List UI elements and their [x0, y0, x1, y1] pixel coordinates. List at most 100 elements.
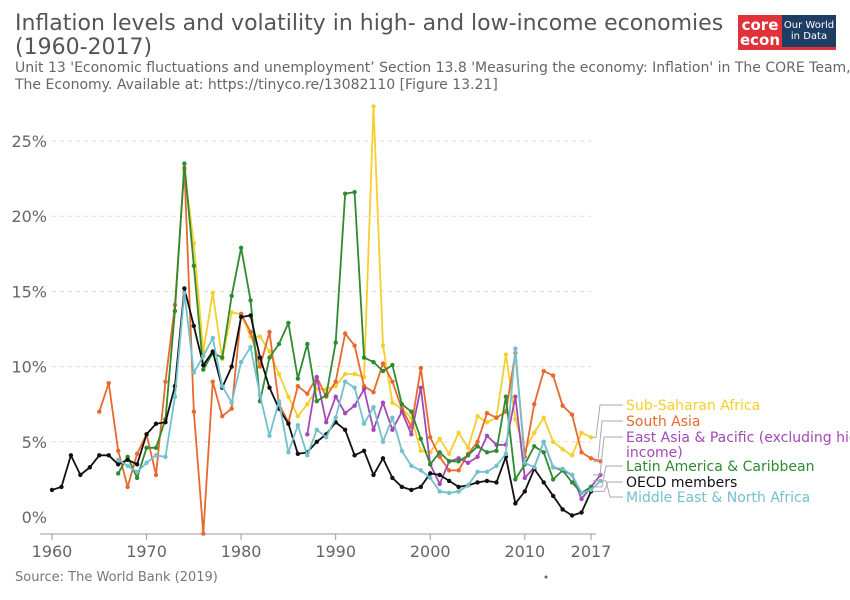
data-point	[428, 475, 433, 481]
data-point	[163, 420, 168, 425]
data-point	[541, 415, 546, 420]
data-point	[484, 420, 490, 425]
data-point	[579, 430, 584, 435]
data-point	[569, 453, 575, 458]
data-point	[238, 359, 244, 365]
data-point	[172, 394, 178, 399]
data-point	[342, 427, 348, 432]
y-tick-label: 0%	[22, 508, 47, 527]
data-point	[409, 463, 414, 469]
data-point	[456, 459, 461, 464]
data-point	[569, 513, 575, 518]
data-point	[456, 489, 461, 494]
data-point	[465, 483, 471, 488]
data-point	[484, 469, 490, 475]
data-point	[182, 161, 187, 166]
series-line	[51, 287, 592, 517]
data-point	[418, 365, 423, 371]
data-point	[267, 329, 272, 335]
data-point	[248, 298, 253, 303]
data-point	[446, 468, 452, 473]
data-point	[550, 465, 556, 470]
data-point	[106, 453, 111, 458]
data-point	[352, 403, 357, 408]
data-point	[446, 478, 452, 484]
data-point	[115, 457, 121, 463]
y-tick-label: 20%	[11, 207, 47, 226]
data-point	[361, 421, 367, 426]
data-point	[305, 341, 310, 347]
y-tick-label: 15%	[11, 282, 47, 301]
data-point	[380, 343, 386, 348]
x-tick-label: 2010	[504, 542, 545, 561]
data-point	[314, 398, 319, 404]
data-point	[267, 433, 272, 438]
data-point	[532, 430, 537, 435]
data-point	[191, 263, 197, 269]
data-point	[418, 484, 423, 490]
data-point	[115, 462, 121, 467]
data-point	[484, 433, 490, 438]
core-owid-logo[interactable]: core econ Our World in Data	[738, 15, 836, 50]
data-point	[560, 466, 565, 472]
data-point	[465, 445, 471, 451]
data-point	[286, 450, 291, 455]
data-point	[380, 439, 386, 444]
y-tick-label: 5%	[22, 433, 47, 452]
data-point	[456, 468, 461, 473]
series-south-asia	[97, 165, 603, 536]
dot-marker	[544, 575, 548, 579]
data-point	[163, 379, 168, 384]
data-point	[229, 400, 234, 405]
data-point	[210, 335, 215, 341]
logo-owid-line2: in Data	[790, 31, 828, 42]
data-point	[513, 346, 518, 351]
data-point	[314, 374, 319, 380]
data-point	[134, 451, 140, 457]
data-point	[220, 355, 225, 360]
data-point	[399, 409, 405, 414]
data-point	[220, 383, 225, 389]
data-point	[134, 475, 140, 481]
data-point	[257, 355, 263, 360]
data-point	[286, 421, 291, 426]
data-point	[201, 367, 206, 372]
data-point	[371, 427, 376, 432]
data-point	[579, 510, 584, 515]
data-point	[125, 457, 130, 463]
our-world-in-data-logo: Our World in Data	[782, 15, 836, 50]
data-point	[588, 487, 594, 493]
data-point	[295, 451, 301, 457]
data-point	[286, 394, 291, 399]
data-point	[399, 406, 405, 411]
data-point	[560, 403, 565, 408]
data-point	[238, 245, 244, 250]
data-point	[229, 293, 234, 299]
data-point	[390, 415, 395, 420]
data-point	[437, 472, 442, 478]
data-point	[153, 421, 159, 426]
data-point	[49, 487, 55, 493]
data-point	[305, 453, 310, 458]
legend-label: OECD members	[626, 475, 737, 491]
legend-label: Middle East & North Africa	[626, 490, 810, 506]
data-point	[314, 439, 319, 444]
data-point	[437, 454, 442, 460]
logo-core-text: core	[741, 15, 779, 34]
legend-connector	[593, 404, 623, 438]
data-point	[371, 359, 376, 365]
data-point	[352, 371, 357, 377]
series-oecd-members	[49, 286, 594, 518]
data-point	[475, 414, 480, 419]
data-point	[182, 286, 187, 291]
data-point	[522, 475, 528, 481]
data-point	[437, 481, 442, 487]
legend-connector	[593, 436, 623, 476]
series-sub-saharan-africa	[182, 104, 594, 458]
data-point	[560, 447, 565, 452]
data-point	[144, 460, 149, 466]
data-point	[59, 484, 64, 490]
data-point	[428, 462, 433, 467]
x-tick-label: 1980	[221, 542, 262, 561]
